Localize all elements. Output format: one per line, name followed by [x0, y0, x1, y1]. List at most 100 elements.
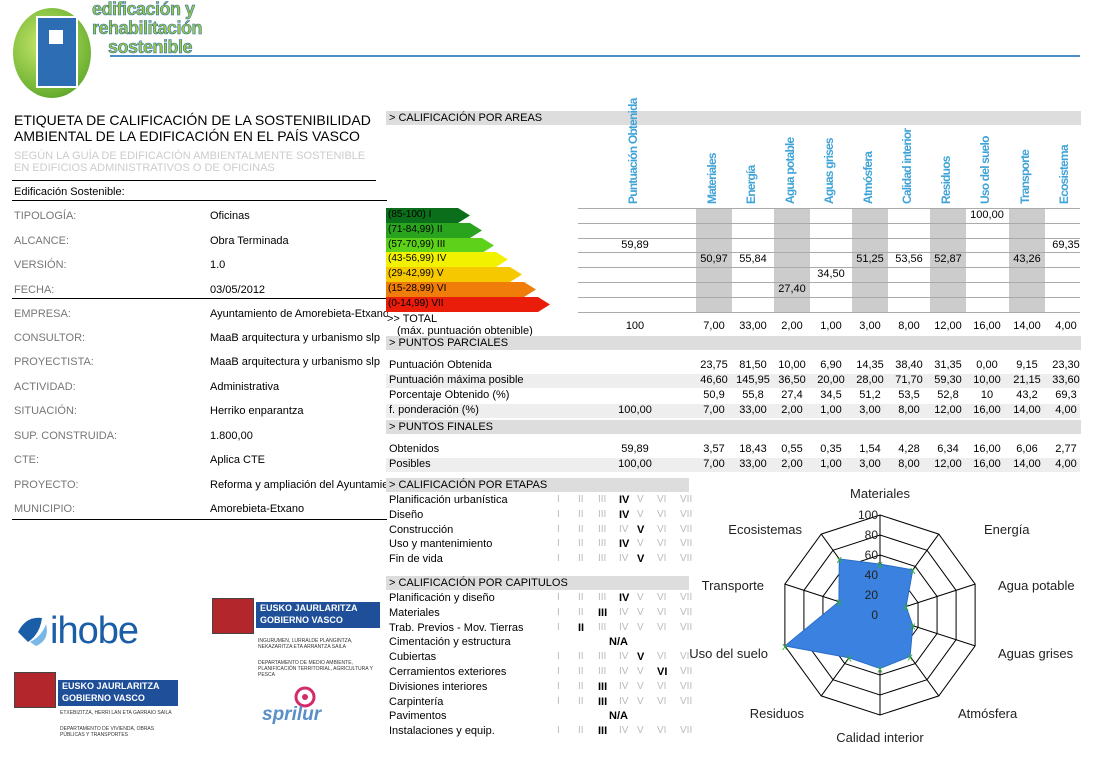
grade-mark: II: [578, 494, 584, 505]
parciales-value: 52,8: [937, 389, 959, 401]
area-value: 43,26: [1013, 253, 1041, 266]
band-arrow: [386, 267, 522, 283]
grade-mark: VII: [680, 621, 693, 633]
row-line: [578, 252, 1080, 254]
radar-point: x: [836, 597, 842, 609]
band-arrow: [386, 237, 494, 253]
column-header: Residuos: [939, 156, 953, 204]
parciales-value: 14,35: [856, 359, 884, 371]
field-label: PROYECTISTA:: [14, 356, 94, 368]
field-value: MaaB arquitectura y urbanismo slp: [210, 332, 380, 344]
areas-header: > CALIFICACIÓN POR AREAS: [386, 111, 1081, 125]
logo-text-2: rehabilitación: [92, 18, 203, 38]
row-line: [578, 208, 1080, 209]
grade-mark: II: [578, 606, 584, 618]
area-value: 59,89: [621, 238, 649, 251]
grade-mark: II: [578, 523, 584, 535]
radar-category-label: Residuos: [750, 706, 805, 721]
header-rule: [110, 55, 1080, 57]
grade-mark: VII: [680, 606, 693, 618]
parciales-value: 9,15: [1016, 359, 1038, 371]
field-label: FECHA:: [14, 284, 55, 296]
divider: [12, 180, 376, 181]
column-header: Agua potable: [783, 137, 797, 204]
parciales-row-label: f. ponderación (%): [389, 404, 479, 416]
band-arrow: [386, 282, 536, 297]
total-value: 12,00: [934, 320, 962, 332]
grade-mark: IV: [619, 680, 629, 692]
area-value: 100,00: [970, 209, 1004, 221]
radar-point: x: [910, 565, 916, 577]
radar-category-label: Uso del suelo: [690, 646, 768, 661]
grade-mark: IV: [619, 538, 630, 551]
ej2-sub1: ETXEBIZITZA, HERRI LAN ETA GARRAIO SAILA: [60, 710, 172, 716]
capitulos-row-label: Pavimentos: [389, 710, 447, 723]
total-value: 100: [625, 320, 645, 332]
radar-point: x: [846, 653, 852, 665]
parciales-value: 16,00: [973, 404, 1001, 416]
radar-category-label: Calidad interior: [836, 730, 924, 745]
parciales-value: 51,2: [859, 389, 881, 401]
parciales-value: 145,95: [736, 374, 770, 386]
finales-header: > PUNTOS FINALES: [386, 420, 1081, 434]
parciales-value: 10,00: [973, 374, 1001, 386]
field-label: CTE:: [14, 454, 40, 466]
grade-mark: VI: [657, 680, 667, 692]
grade-mark: III: [598, 538, 607, 550]
grade-mark: VI: [657, 666, 668, 678]
grade-mark: V: [637, 538, 644, 550]
finales-value: 33,00: [739, 458, 767, 470]
radar-point: x: [903, 602, 909, 614]
band-label: (57-70,99) III: [388, 238, 446, 250]
finales-value: 1,54: [859, 443, 881, 455]
grade-mark: VII: [680, 666, 693, 677]
field-value: Amorebieta-Etxano: [210, 503, 305, 515]
finales-value: 8,00: [898, 458, 920, 470]
parciales-value: 43,2: [1016, 389, 1038, 401]
grade-mark: III: [598, 523, 607, 535]
grade-mark: VI: [657, 725, 667, 737]
grade-mark: VI: [657, 553, 667, 565]
ej2-line2: GOBIERNO VASCO: [62, 693, 145, 703]
grade-mark: II: [578, 695, 584, 707]
column-header: Uso del suelo: [978, 136, 992, 204]
grade-mark: VI: [657, 651, 667, 663]
area-value: 52,87: [934, 253, 962, 266]
parciales-value: 23,75: [700, 359, 728, 371]
row-line: [578, 267, 1080, 269]
logo-text-3: sostenible: [108, 37, 193, 57]
grade-mark: I: [557, 538, 560, 550]
band-label: (0-14,99) VII: [388, 297, 444, 309]
grade-mark: III: [598, 666, 607, 677]
grade-mark: IV: [619, 725, 629, 737]
grade-mark: IV: [619, 651, 629, 663]
total-value: 4,00: [1055, 320, 1077, 332]
parciales-value: 50,9: [703, 389, 725, 401]
etapas-row-label: Construcción: [389, 523, 454, 536]
divider: [12, 298, 387, 299]
parciales-value: 81,50: [739, 359, 767, 371]
grade-mark: V: [637, 553, 645, 566]
finales-value: 7,00: [703, 458, 725, 470]
band-label: (29-42,99) V: [388, 268, 444, 280]
finales-value: 0,35: [820, 443, 842, 455]
parciales-value: 2,00: [781, 404, 803, 416]
grade-mark: VI: [657, 621, 667, 633]
sprilur-text: sprilur: [262, 704, 322, 725]
grade-mark: VI: [657, 592, 667, 603]
radar-point: x: [877, 664, 883, 676]
field-label: ALCANCE:: [14, 235, 70, 247]
field-value: 03/05/2012: [210, 284, 266, 296]
grade-mark: III: [598, 695, 608, 708]
finales-value: 6,06: [1016, 443, 1038, 455]
total-value: 14,00: [1013, 320, 1041, 332]
field-value: Reforma y ampliación del Ayuntamiento: [210, 479, 388, 491]
finales-value: 100,00: [618, 458, 652, 470]
parciales-value: 71,70: [895, 374, 923, 386]
radar-series: [783, 558, 914, 670]
radar-category-label: Aguas grises: [998, 646, 1074, 661]
band-arrow: [386, 252, 508, 268]
radar-tick-label: 100: [858, 508, 878, 522]
grade-mark: I: [557, 553, 560, 565]
field-value: Obra Terminada: [210, 235, 289, 247]
